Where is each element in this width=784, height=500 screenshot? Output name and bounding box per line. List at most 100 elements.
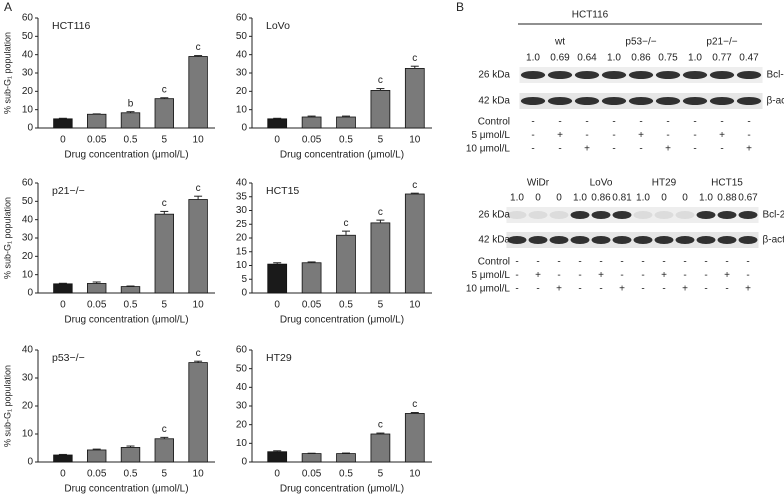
treatment-mark: -	[558, 144, 561, 155]
treatment-mark: -	[557, 257, 560, 268]
blot-band	[591, 236, 611, 244]
bar	[154, 438, 174, 463]
blot-band	[633, 211, 653, 219]
bar	[53, 118, 73, 129]
x-tick-label: 10	[409, 300, 421, 311]
y-tick-label: 10	[236, 438, 248, 449]
x-axis-label: Drug concentration (μmol/L)	[280, 150, 404, 161]
bar	[154, 98, 174, 129]
y-tick-label: 50	[22, 196, 34, 207]
blot-band	[601, 71, 627, 79]
x-tick-label: 0.5	[339, 469, 353, 480]
blot-band	[738, 236, 758, 244]
x-tick-label: 5	[162, 135, 168, 146]
blot-band	[682, 71, 708, 79]
y-tick-label: 60	[22, 178, 34, 189]
treatment-mark: -	[683, 270, 686, 281]
y-tick-label: 0	[27, 457, 33, 468]
significance-label: c	[196, 42, 201, 53]
treatment-mark: -	[639, 144, 642, 155]
treatment-mark: -	[639, 117, 642, 128]
y-tick-label: 40	[22, 345, 34, 356]
x-axis-label: Drug concentration (μmol/L)	[64, 484, 188, 495]
y-tick-label: 50	[22, 31, 34, 42]
treatment-mark: +	[556, 284, 562, 295]
group-label: p21−/−	[706, 37, 737, 48]
band-ratio: 0.86	[631, 53, 651, 64]
x-tick-label: 0	[60, 300, 66, 311]
band-ratio: 0.69	[550, 53, 570, 64]
treatment-label: 10 μmol/L	[466, 284, 511, 295]
y-tick-label: 35	[236, 191, 248, 202]
treatment-mark: +	[682, 284, 688, 295]
protein-label: Bcl-2	[763, 210, 784, 221]
blot-band	[507, 211, 527, 219]
protein-label: β-actin	[767, 96, 784, 107]
x-tick-label: 0.05	[302, 300, 322, 311]
x-tick-label: 0.5	[124, 300, 138, 311]
bar	[87, 283, 107, 294]
y-tick-label: 20	[236, 86, 248, 97]
blot-band	[628, 97, 654, 105]
bar	[336, 453, 356, 463]
band-ratio: 0.67	[738, 193, 758, 204]
y-tick-label: 20	[236, 233, 248, 244]
blot-band	[654, 211, 674, 219]
treatment-mark: -	[693, 130, 696, 141]
band-ratio: 0.64	[577, 53, 597, 64]
treatment-mark: -	[746, 257, 749, 268]
y-tick-label: 30	[236, 401, 248, 412]
bar	[370, 90, 391, 129]
blot-band	[547, 71, 573, 79]
blot-band	[696, 211, 716, 219]
x-tick-label: 10	[193, 135, 205, 146]
bar	[301, 453, 322, 463]
y-tick-label: 30	[236, 205, 248, 216]
x-tick-label: 0	[274, 135, 280, 146]
y-tick-label: 60	[236, 345, 248, 356]
band-ratio: 1.0	[573, 193, 587, 204]
x-tick-label: 10	[193, 300, 205, 311]
treatment-mark: -	[515, 270, 518, 281]
treatment-mark: -	[683, 257, 686, 268]
x-tick-label: 0.05	[302, 469, 322, 480]
treatment-label: 10 μmol/L	[466, 144, 511, 155]
blot-band	[547, 97, 573, 105]
bar	[188, 362, 208, 463]
x-tick-label: 0.05	[302, 135, 322, 146]
x-axis-label: Drug concentration (μmol/L)	[280, 484, 404, 495]
blot-band	[633, 236, 653, 244]
y-tick-label: 0	[241, 457, 247, 468]
protein-label: β-actin	[763, 235, 784, 246]
bar	[120, 286, 141, 294]
band-ratio: 0.88	[717, 193, 737, 204]
treatment-mark: -	[747, 117, 750, 128]
y-axis-label: % sub-G₁ population	[2, 32, 12, 114]
treatment-mark: +	[557, 130, 563, 141]
treatment-mark: -	[641, 257, 644, 268]
bar	[301, 116, 322, 129]
treatment-mark: -	[720, 117, 723, 128]
treatment-mark: +	[724, 270, 730, 281]
treatment-mark: -	[531, 144, 534, 155]
treatment-mark: +	[598, 270, 604, 281]
x-tick-label: 0.05	[87, 469, 107, 480]
y-tick-label: 0	[241, 288, 247, 299]
x-tick-label: 0.05	[87, 135, 107, 146]
band-ratio: 1.0	[526, 53, 540, 64]
y-axis-label: % sub-G₁ population	[2, 197, 12, 279]
treatment-mark: -	[704, 257, 707, 268]
treatment-mark: -	[666, 117, 669, 128]
blot-band	[570, 211, 590, 219]
group-label: wt	[554, 37, 565, 48]
treatment-mark: +	[638, 130, 644, 141]
blot-band	[612, 211, 632, 219]
treatment-mark: -	[612, 117, 615, 128]
treatment-mark: -	[641, 284, 644, 295]
x-tick-label: 10	[409, 135, 421, 146]
treatment-mark: -	[704, 284, 707, 295]
band-ratio: 0.81	[612, 193, 632, 204]
treatment-mark: -	[599, 284, 602, 295]
x-tick-label: 0.05	[87, 300, 107, 311]
group-label: LoVo	[590, 178, 613, 189]
